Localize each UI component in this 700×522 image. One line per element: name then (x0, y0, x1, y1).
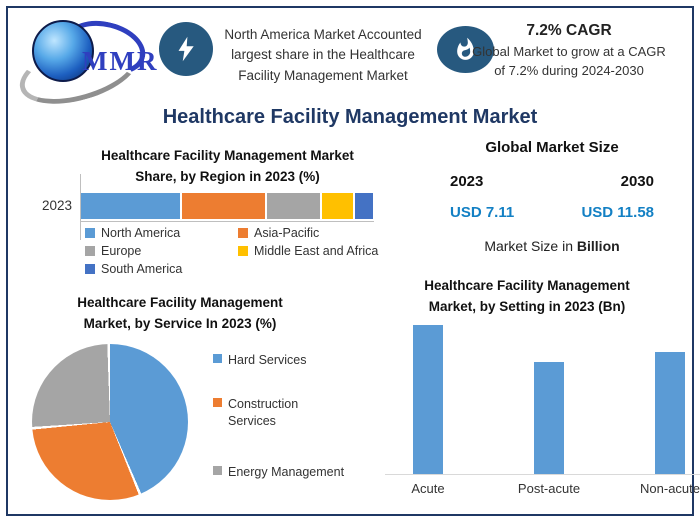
setting-chart-title-line2: Market, by Setting in 2023 (Bn) (428, 298, 626, 314)
setting-x-axis-labels: Acute Post-acute Non-acute (385, 481, 700, 496)
cagr-description: Global Market to grow at a CAGR of 7.2% … (472, 44, 666, 78)
legend-swatch-icon (238, 228, 248, 238)
x-label-non-acute: Non-acute (640, 481, 700, 496)
highlight-text: North America Market Accounted largest s… (224, 27, 422, 83)
bar-non-acute (655, 352, 685, 474)
highlight-badge (159, 22, 213, 76)
flame-icon (457, 37, 474, 60)
region-chart-title: Healthcare Facility Management Market Sh… (55, 146, 400, 188)
region-vertical-axis-line (80, 174, 81, 240)
service-pie (32, 344, 188, 500)
mmr-logo: MMR (12, 10, 159, 116)
x-label-post-acute: Post-acute (517, 481, 581, 496)
page-title: Healthcare Facility Management Market (162, 106, 538, 128)
service-chart-title-line1: Healthcare Facility Management (77, 295, 283, 310)
legend-swatch-icon (85, 264, 95, 274)
service-chart-title-line2: Market, by Service In 2023 (%) (83, 315, 277, 331)
market-size-years-row: 2023 2030 (432, 173, 672, 190)
market-size-note: Market Size in Billion (432, 238, 672, 254)
logo-text: MMR (82, 46, 159, 76)
market-size-year-2030: 2030 (620, 173, 654, 190)
region-bar-segment-asia-pacific (180, 193, 265, 219)
global-market-size-panel: Global Market Size 2023 2030 USD 7.11 US… (432, 139, 672, 254)
cagr-title: 7.2% CAGR (526, 22, 612, 39)
legend-item-hard-services: Hard Services (213, 352, 307, 369)
region-horizontal-axis-line (80, 221, 374, 222)
bar-post-acute (534, 362, 564, 474)
legend-label: Energy Management (228, 465, 345, 479)
market-size-note-prefix: Market Size in (484, 238, 577, 254)
bar-acute (413, 325, 443, 474)
region-legend: North America Asia-Pacific Europe Middle… (85, 226, 385, 276)
market-size-title: Global Market Size (485, 139, 619, 156)
legend-item-south-america: South America (85, 262, 238, 276)
cagr-badge (437, 26, 494, 73)
legend-swatch-icon (238, 246, 248, 256)
legend-swatch-icon (85, 246, 95, 256)
legend-label: Construction Services (228, 397, 299, 428)
setting-bar-plot (385, 316, 700, 475)
region-bar-segment-europe (264, 193, 321, 219)
setting-chart-title: Healthcare Facility Management Market, b… (372, 276, 682, 318)
legend-swatch-icon (213, 466, 222, 475)
legend-swatch-icon (213, 354, 222, 363)
market-size-year-2023: 2023 (450, 173, 484, 190)
cagr-block: 7.2% CAGR Global Market to grow at a CAG… (468, 22, 670, 81)
globe-icon (32, 20, 94, 82)
market-size-values-row: USD 7.11 USD 11.58 (432, 204, 672, 221)
legend-item-middle-east-and-africa: Middle East and Africa (238, 244, 385, 258)
x-label-acute: Acute (411, 481, 445, 496)
region-bar-segment-north-america (81, 193, 181, 219)
region-axis-category-label: 2023 (41, 198, 72, 213)
legend-label: South America (101, 262, 183, 276)
legend-label: Asia-Pacific (254, 226, 320, 240)
legend-item-energy-management: Energy Management (213, 464, 344, 481)
setting-chart-title-line1: Healthcare Facility Management (424, 278, 630, 293)
legend-swatch-icon (213, 398, 222, 407)
region-stacked-bar (81, 193, 373, 219)
region-bar-segment-south-america (352, 193, 373, 219)
market-size-note-unit: Billion (576, 238, 620, 254)
legend-label: Middle East and Africa (254, 244, 379, 258)
region-chart-title-line2: Share, by Region in 2023 (%) (135, 168, 320, 184)
region-bar-segment-middle-east-and-africa (320, 193, 353, 219)
market-size-value-2030: USD 11.58 (581, 204, 654, 221)
legend-item-north-america: North America (85, 226, 238, 240)
legend-label: Hard Services (228, 353, 307, 367)
legend-item-asia-pacific: Asia-Pacific (238, 226, 385, 240)
legend-item-construction-services: Construction Services (213, 396, 318, 430)
market-size-value-2023: USD 7.11 (450, 204, 515, 221)
legend-item-europe: Europe (85, 244, 238, 258)
legend-label: North America (101, 226, 181, 240)
legend-swatch-icon (85, 228, 95, 238)
service-chart-title: Healthcare Facility Management Market, b… (25, 293, 335, 335)
legend-label: Europe (101, 244, 142, 258)
region-chart-title-line1: Healthcare Facility Management Market (101, 148, 354, 163)
lightning-bolt-icon (178, 36, 194, 62)
